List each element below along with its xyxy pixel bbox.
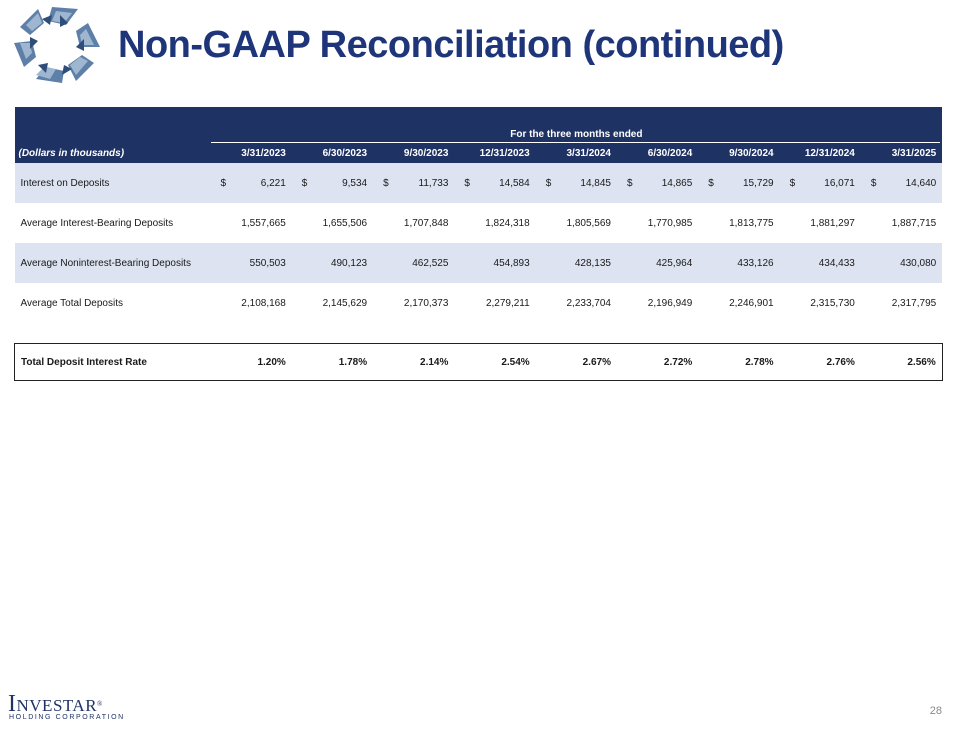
- cell-value: 1,881,297: [810, 217, 855, 229]
- row-label: Interest on Deposits: [14, 163, 211, 203]
- column-header: 6/30/2023: [291, 143, 374, 163]
- currency-symbol: $: [464, 177, 470, 189]
- logo-rest: NVESTAR: [16, 696, 98, 715]
- cell-value: 1,887,715: [891, 217, 937, 229]
- table-cell: $6,221: [210, 163, 292, 203]
- table-row-total-deposit-interest-rate: Total Deposit Interest Rate 1.20% 1.78% …: [14, 343, 943, 381]
- page-title: Non-GAAP Reconciliation (continued): [118, 24, 784, 66]
- cell-value: 2,279,211: [485, 297, 530, 309]
- table-cell: $9,534: [291, 163, 374, 203]
- table-cell: $15,729: [698, 163, 780, 203]
- cell-value: 462,525: [373, 243, 455, 283]
- deposit-interest-table: For the three months ended (Dollars in t…: [14, 107, 943, 381]
- cell-value: 2.78%: [698, 343, 780, 381]
- cell-value: 1,824,318: [485, 217, 530, 229]
- cell-value: 6,221: [260, 177, 286, 189]
- cell-value: 2,170,373: [403, 297, 449, 309]
- cell-value: 490,123: [291, 243, 374, 283]
- table-row-avg-total-deposits: Average Total Deposits 2,108,168 2,145,6…: [15, 283, 943, 323]
- cell-value: 2.14%: [373, 343, 455, 381]
- cell-value: 2,145,629: [322, 297, 368, 309]
- column-header: 3/31/2023: [210, 143, 292, 163]
- cell-value: 2.56%: [860, 343, 943, 381]
- cell-value: 428,135: [535, 243, 617, 283]
- table-row-interest-on-deposits: Interest on Deposits $6,221 $9,534 $11,7…: [14, 163, 943, 203]
- cell-value: 454,893: [454, 243, 536, 283]
- cell-value: 1,805,569: [566, 217, 611, 229]
- table-header-period-row: For the three months ended: [14, 107, 943, 143]
- logo-wordmark: INVESTAR®: [8, 692, 103, 718]
- cell-value: 1.20%: [210, 343, 292, 381]
- logo-subtext: HOLDING CORPORATION: [9, 714, 125, 721]
- table-header-row: (Dollars in thousands) 3/31/2023 6/30/20…: [14, 143, 943, 163]
- table-cell: $11,733: [373, 163, 455, 203]
- table-cell: $16,071: [779, 163, 861, 203]
- investar-star-logo-icon: [14, 7, 100, 83]
- column-header: 6/30/2024: [616, 143, 699, 163]
- page-number: 28: [929, 705, 942, 717]
- cell-value: 2,233,704: [566, 297, 611, 309]
- cell-value: 1,813,775: [729, 217, 774, 229]
- table-row-avg-interest-bearing-deposits: Average Interest-Bearing Deposits 1,557,…: [15, 203, 943, 243]
- currency-symbol: $: [870, 177, 877, 189]
- cell-value: 2.72%: [616, 343, 699, 381]
- column-header: 9/30/2024: [698, 143, 780, 163]
- column-header: 3/31/2024: [535, 143, 617, 163]
- cell-value: 14,640: [905, 177, 937, 189]
- cell-value: 2,108,168: [241, 297, 286, 309]
- cell-value: 1,655,506: [322, 217, 368, 229]
- registered-mark: ®: [97, 700, 103, 708]
- currency-symbol: $: [301, 177, 308, 189]
- cell-value: 2.67%: [535, 343, 617, 381]
- cell-value: 1.78%: [291, 343, 374, 381]
- cell-value: 550,503: [210, 243, 292, 283]
- column-header: 3/31/2025: [860, 143, 943, 163]
- cell-value: 2.76%: [779, 343, 861, 381]
- cell-value: 2.54%: [454, 343, 536, 381]
- currency-symbol: $: [383, 177, 389, 189]
- cell-value: 433,126: [698, 243, 780, 283]
- cell-value: 434,433: [779, 243, 861, 283]
- cell-value: 2,317,795: [891, 297, 937, 309]
- cell-value: 430,080: [860, 243, 943, 283]
- investar-footer-logo: INVESTAR® HOLDING CORPORATION: [8, 692, 123, 724]
- cell-value: 14,865: [661, 177, 693, 189]
- cell-value: 11,733: [418, 177, 449, 189]
- cell-value: 1,770,985: [647, 217, 693, 229]
- row-label: Average Interest-Bearing Deposits: [20, 217, 174, 229]
- cell-value: 425,964: [616, 243, 699, 283]
- column-header: 9/30/2023: [373, 143, 455, 163]
- column-header: 12/31/2023: [454, 143, 536, 163]
- cell-value: 2,246,901: [729, 297, 774, 309]
- logo-initial: I: [8, 691, 17, 717]
- cell-value: 9,534: [342, 177, 368, 189]
- row-label: Average Noninterest-Bearing Deposits: [14, 243, 211, 283]
- currency-symbol: $: [708, 177, 714, 189]
- reconciliation-table: For the three months ended (Dollars in t…: [14, 107, 943, 381]
- currency-symbol: $: [545, 177, 552, 189]
- cell-value: 14,845: [580, 177, 611, 189]
- table-cell: $14,845: [535, 163, 617, 203]
- cell-value: 2,196,949: [647, 297, 693, 309]
- period-underline: [210, 142, 941, 143]
- table-spacer: [15, 323, 943, 344]
- dollars-label: (Dollars in thousands): [14, 143, 211, 163]
- currency-symbol: $: [220, 177, 227, 189]
- table-cell: $14,584: [454, 163, 536, 203]
- cell-value: 1,707,848: [403, 217, 449, 229]
- currency-symbol: $: [789, 177, 796, 189]
- period-heading: For the three months ended: [510, 129, 643, 140]
- row-label: Total Deposit Interest Rate: [14, 343, 211, 381]
- cell-value: 16,071: [824, 177, 855, 189]
- table-cell: $14,865: [616, 163, 699, 203]
- cell-value: 2,315,730: [810, 297, 855, 309]
- currency-symbol: $: [626, 177, 633, 189]
- table-cell: $14,640: [860, 163, 943, 203]
- table-row-avg-noninterest-bearing-deposits: Average Noninterest-Bearing Deposits 550…: [14, 243, 943, 283]
- cell-value: 15,729: [742, 177, 774, 189]
- column-header: 12/31/2024: [779, 143, 861, 163]
- cell-value: 1,557,665: [241, 217, 286, 229]
- cell-value: 14,584: [499, 177, 530, 189]
- row-label: Average Total Deposits: [20, 297, 123, 309]
